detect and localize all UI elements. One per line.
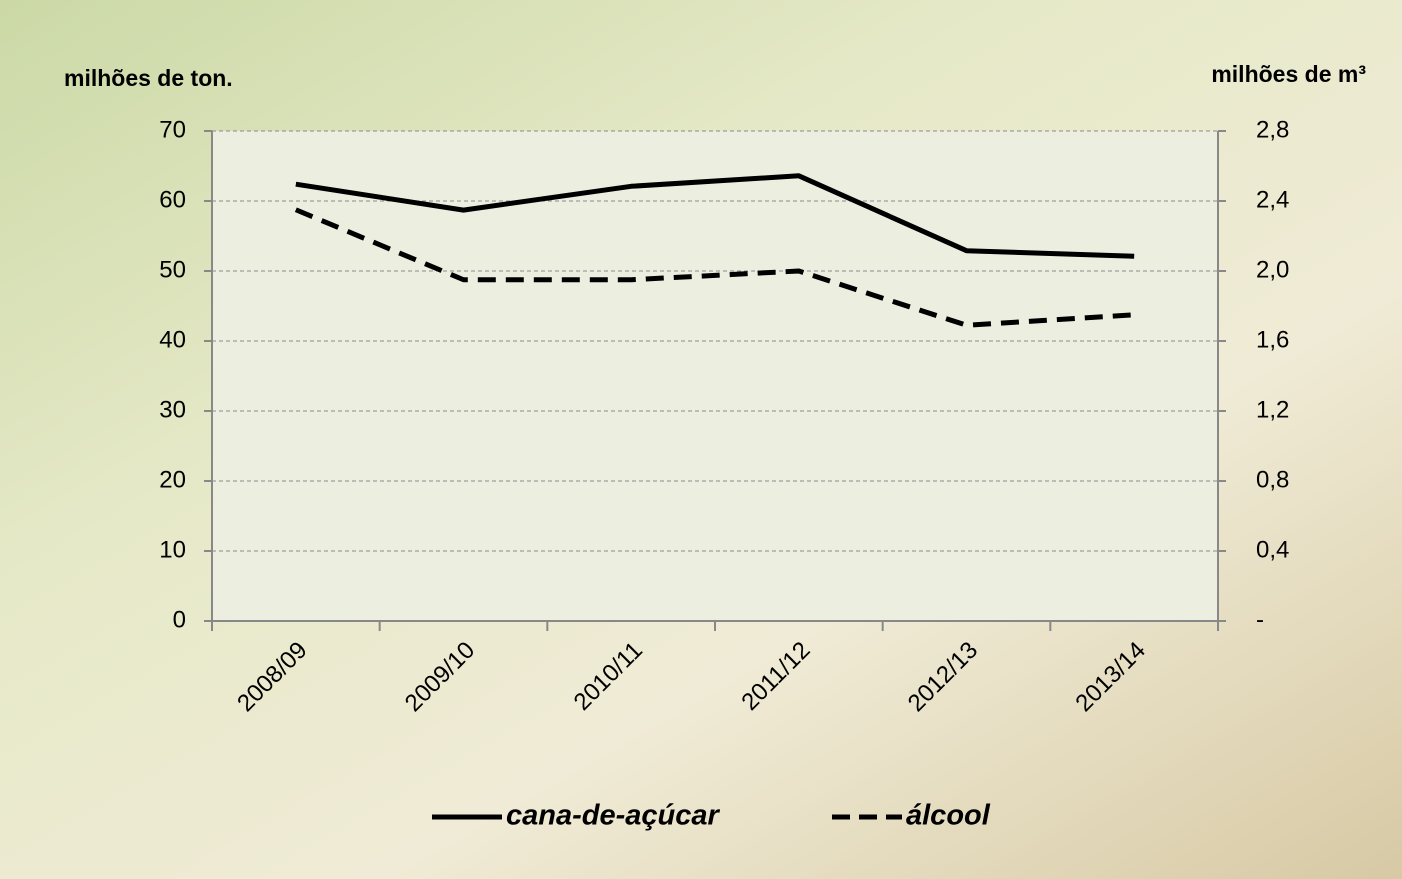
y2-tick-label: 0,4 — [1256, 536, 1289, 563]
x-tick-label: 2008/09 — [232, 637, 312, 717]
y-tick-label: 20 — [159, 466, 186, 493]
y-axis-title: milhões de ton. — [64, 65, 233, 91]
y2-tick-label: 2,0 — [1256, 256, 1289, 283]
y-tick-label: 0 — [173, 606, 186, 633]
x-tick-label: 2010/11 — [569, 637, 648, 716]
plot-area — [212, 131, 1218, 621]
y2-tick-label: 1,2 — [1256, 396, 1289, 423]
x-tick-label: 2011/12 — [736, 637, 815, 716]
legend-label: álcool — [906, 800, 991, 832]
y2-tick-label: - — [1256, 606, 1264, 633]
y-tick-label: 50 — [159, 256, 186, 283]
y2-tick-label: 1,6 — [1256, 326, 1289, 353]
y-tick-label: 70 — [159, 116, 186, 143]
x-tick-label: 2012/13 — [903, 637, 983, 717]
x-tick-label: 2009/10 — [400, 637, 480, 717]
y2-tick-label: 2,8 — [1256, 116, 1289, 143]
y2-axis-title: milhões de m³ — [1211, 61, 1366, 87]
legend-label: cana-de-açúcar — [506, 800, 720, 832]
series-line — [295, 173, 1135, 259]
y-tick-label: 30 — [159, 396, 186, 423]
y2-tick-label: 2,4 — [1256, 186, 1289, 213]
y2-tick-label: 0,8 — [1256, 466, 1289, 493]
y-tick-label: 40 — [159, 326, 186, 353]
y-tick-label: 60 — [159, 186, 186, 213]
y-tick-label: 10 — [159, 536, 186, 563]
x-tick-label: 2013/14 — [1070, 637, 1150, 717]
series-line — [294, 207, 1135, 328]
